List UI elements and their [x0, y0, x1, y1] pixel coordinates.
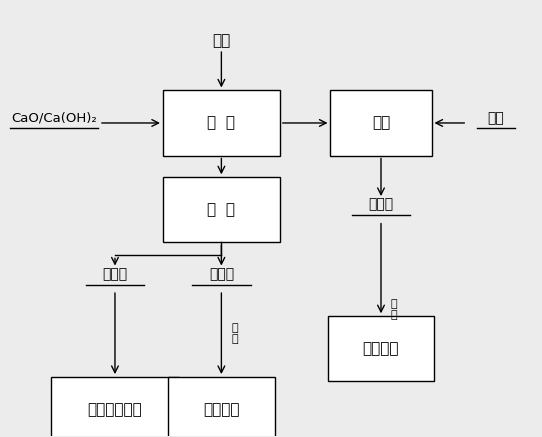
Text: CaO/Ca(OH)₂: CaO/Ca(OH)₂	[11, 111, 96, 124]
Text: 吸收: 吸收	[372, 115, 390, 131]
Text: 吹  脱: 吹 脱	[208, 115, 235, 131]
FancyBboxPatch shape	[163, 90, 280, 156]
FancyBboxPatch shape	[51, 377, 179, 437]
Text: 返
回: 返 回	[231, 323, 238, 344]
Text: 与交后液混合: 与交后液混合	[88, 402, 143, 417]
Text: 氯化铵: 氯化铵	[369, 198, 393, 212]
Text: 返
回: 返 回	[391, 299, 398, 320]
Text: 压煮工序: 压煮工序	[203, 402, 240, 417]
FancyBboxPatch shape	[163, 177, 280, 243]
FancyBboxPatch shape	[331, 90, 431, 156]
Text: 白钨渣: 白钨渣	[209, 267, 234, 281]
Text: 吹脱水: 吹脱水	[102, 267, 127, 281]
FancyBboxPatch shape	[168, 377, 275, 437]
Text: 配解吸液: 配解吸液	[363, 341, 399, 356]
Text: 盐酸: 盐酸	[488, 111, 504, 125]
Text: 过  滤: 过 滤	[208, 202, 235, 217]
FancyBboxPatch shape	[328, 316, 434, 382]
Text: 母液: 母液	[212, 33, 230, 48]
